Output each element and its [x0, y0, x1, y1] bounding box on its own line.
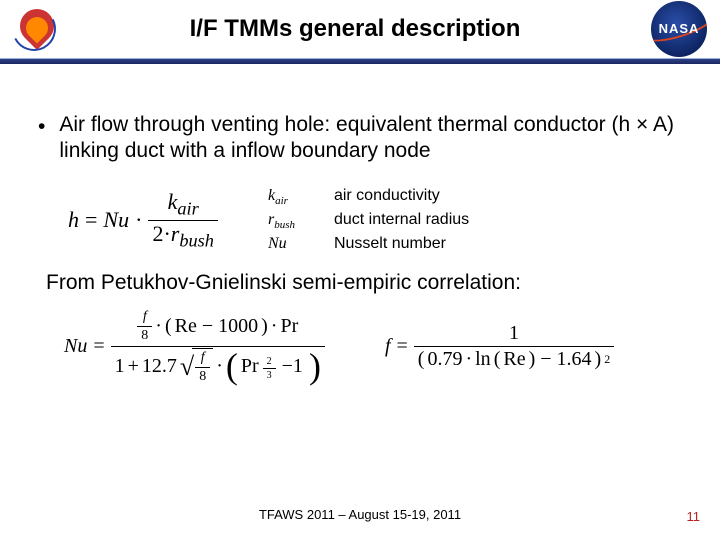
eq-Nu-dot1: ·: [155, 315, 162, 338]
def-row: kair air conductivity: [268, 185, 469, 209]
def-desc-1: duct internal radius: [334, 209, 469, 233]
eq-Nu-minus1: −1: [279, 355, 306, 378]
eq-Nu-1000: 1000: [218, 315, 258, 338]
def-desc-2: Nusselt number: [334, 233, 446, 255]
equation-Nu: Nu = f8 · (Re−1000) · Pr 1 + 12.7: [64, 307, 325, 387]
eq-h-r-sub: bush: [179, 230, 214, 250]
eq-Nu-8-top: 8: [137, 327, 152, 345]
eq-f-c2: 1.64: [557, 348, 592, 371]
def-sym-2: Nu: [268, 235, 287, 252]
eq-Nu-1: 1: [115, 355, 125, 378]
eq-h-fraction: kair 2·rbush: [148, 189, 218, 251]
eq-Nu-fraction: f8 · (Re−1000) · Pr 1 + 12.7 √: [111, 307, 325, 387]
eq-Nu-8-bot: 8: [195, 368, 210, 386]
eq-Nu-minus: −: [200, 315, 215, 338]
eq-Nu-plus: +: [128, 355, 139, 378]
eq-f-eq: =: [397, 335, 408, 358]
eq-h-lhs: h: [68, 207, 79, 233]
eq-f-Re: Re: [503, 348, 525, 371]
def-sym-0: k: [268, 187, 275, 204]
eq-h-k-sub: air: [177, 199, 198, 219]
footer-text: TFAWS 2011 – August 15-19, 2011: [0, 507, 720, 522]
eq-Nu-dot3: ·: [216, 355, 223, 378]
eq-f-minus: −: [538, 348, 553, 371]
nasa-logo: NASA: [646, 3, 712, 55]
def-row: rbush duct internal radius: [268, 209, 469, 233]
def-sub-0: air: [275, 195, 288, 207]
slide-header: I/F TMMs general description NASA: [0, 0, 720, 58]
eq-Nu-exp-b: 3: [263, 369, 276, 382]
def-sub-1: bush: [274, 219, 295, 231]
eq-Nu-f-top: f: [139, 308, 151, 326]
eq-f-fraction: 1 ( 0.79 · ln(Re) − 1.64 )2: [414, 321, 614, 372]
eq-Nu-Re: Re: [175, 315, 197, 338]
eq-Nu-sqrt: √ f8: [180, 348, 213, 386]
eq-Nu-dot2: ·: [271, 315, 278, 338]
bullet-item: • Air flow through venting hole: equival…: [38, 112, 682, 163]
page-number: 11: [687, 509, 701, 524]
eq-Nu-lhs: Nu: [64, 335, 87, 358]
eq-f-close: ): [595, 348, 602, 371]
eq-f-ln: ln: [475, 348, 491, 371]
eq-Nu-eq: =: [93, 335, 104, 358]
equation-h: h = Nu · kair 2·rbush: [68, 189, 218, 251]
bullet-marker: •: [38, 112, 45, 163]
equation-f: f = 1 ( 0.79 · ln(Re) − 1.64 )2: [385, 321, 614, 372]
eq-f-sq: 2: [604, 352, 610, 367]
eq-Nu-f-bot: f: [197, 349, 209, 367]
eq-Nu-Pr2: Pr: [241, 355, 259, 378]
title-wrap: I/F TMMs general description: [64, 15, 646, 43]
symbol-definitions: kair air conductivity rbush duct interna…: [268, 185, 469, 255]
slide-title: I/F TMMs general description: [64, 15, 646, 43]
eq-Nu-coef: 12.7: [142, 355, 177, 378]
header-rule: [0, 58, 720, 64]
def-row: Nu Nusselt number: [268, 233, 469, 255]
subheading: From Petukhov-Gnielinski semi-empiric co…: [46, 271, 682, 295]
eq-h-dot: ·: [135, 207, 142, 233]
eq-Nu-Pr: Pr: [280, 315, 298, 338]
flame-arc-logo: [8, 5, 64, 53]
eq-h-equals: =: [85, 207, 97, 233]
eq-f-lhs: f: [385, 335, 391, 358]
eq-h-Nu: Nu: [103, 207, 129, 233]
def-desc-0: air conductivity: [334, 185, 440, 209]
bullet-text: Air flow through venting hole: equivalen…: [59, 112, 682, 163]
eq-Nu-exp-t: 2: [263, 355, 276, 368]
eq-h-dot2: ·: [163, 221, 170, 246]
eq-h-2: 2: [152, 221, 163, 246]
eq-f-c1: 0.79: [427, 348, 462, 371]
eq-f-open: (: [418, 348, 425, 371]
eq-f-dot1: ·: [465, 348, 472, 371]
eq-h-k: k: [168, 189, 178, 214]
eq-f-1: 1: [505, 321, 523, 346]
